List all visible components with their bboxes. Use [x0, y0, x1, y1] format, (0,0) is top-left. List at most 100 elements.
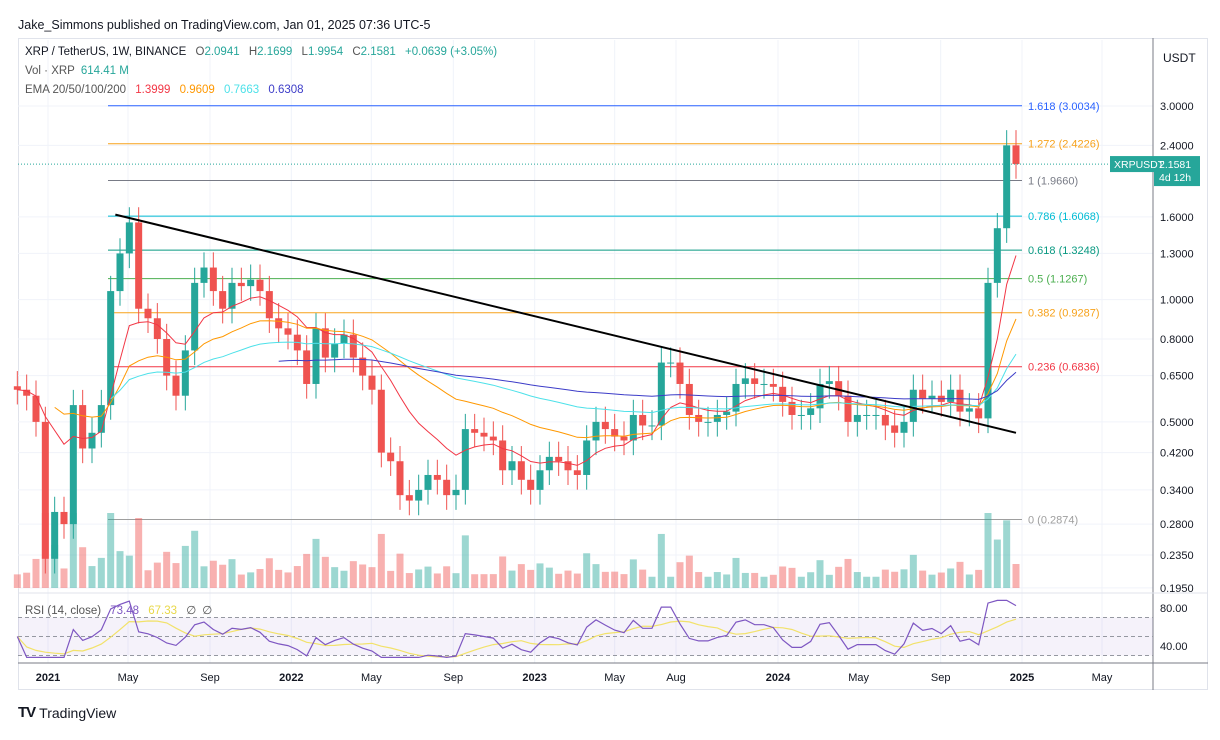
- candle-body: [359, 357, 367, 376]
- time-tick: 2024: [766, 672, 791, 684]
- volume-bar: [956, 561, 964, 588]
- candle-body: [583, 440, 591, 475]
- candle-body: [125, 222, 133, 254]
- candle-body: [844, 395, 852, 422]
- volume-bar: [396, 553, 404, 588]
- candle-body: [611, 429, 619, 437]
- volume-bar: [79, 547, 87, 588]
- volume-bar: [825, 574, 833, 588]
- volume-bar: [452, 573, 460, 588]
- time-tick: 2023: [522, 672, 546, 684]
- candle-body: [695, 414, 703, 422]
- volume-bar: [163, 551, 171, 588]
- price-tick: 1.6000: [1160, 212, 1194, 224]
- volume-bar: [863, 576, 871, 588]
- volume-bar: [23, 572, 31, 588]
- candle-body: [573, 470, 581, 475]
- candle-body: [471, 429, 479, 433]
- candle-body: [349, 334, 357, 358]
- rsi-ma-value: 67.33: [148, 605, 178, 617]
- fib-level-label: 0.382 (0.9287): [1028, 308, 1100, 320]
- time-tick: 2021: [36, 672, 60, 684]
- candle-body: [564, 461, 572, 471]
- symbol-title: XRP / TetherUS, 1W, BINANCE: [25, 46, 187, 58]
- volume-bar: [284, 572, 292, 588]
- volume-bar: [443, 566, 451, 588]
- volume-value: 614.41 M: [80, 65, 129, 77]
- candle-body: [760, 383, 768, 385]
- time-tick: Sep: [444, 672, 464, 684]
- volume-bar: [275, 569, 283, 588]
- volume-bar: [601, 571, 609, 588]
- candle-body: [387, 452, 395, 462]
- candle-body: [555, 456, 563, 462]
- volume-bar: [377, 533, 385, 588]
- symbol-legend: XRP / TetherUS, 1W, BINANCE O2.0941 H2.1…: [25, 46, 498, 58]
- volume-bar: [695, 572, 703, 588]
- tv-logo-icon: TV: [18, 704, 36, 721]
- volume-bar: [13, 574, 21, 588]
- volume-bar: [41, 513, 49, 588]
- fib-level-label: 1 (1.9660): [1028, 176, 1078, 188]
- volume-bar: [975, 569, 983, 588]
- volume-bar: [872, 576, 880, 588]
- price-tick: 0.6500: [1160, 371, 1194, 383]
- candle-body: [872, 414, 880, 416]
- candle-body: [247, 279, 255, 287]
- price-tick: 0.2800: [1160, 519, 1194, 531]
- price-tick: 1.0000: [1160, 295, 1194, 307]
- close-value: 2.1581: [360, 46, 396, 58]
- publisher-line: Jake_Simmons published on TradingView.co…: [18, 18, 431, 32]
- candle-body: [340, 334, 348, 344]
- volume-bar: [340, 570, 348, 588]
- fib-level-label: 1.618 (3.0034): [1028, 101, 1100, 113]
- candle-body: [741, 378, 749, 384]
- candle-body: [172, 375, 180, 396]
- candle-body: [377, 389, 385, 453]
- volume-bar: [135, 518, 143, 588]
- volume-bar: [499, 556, 507, 588]
- volume-bar: [816, 560, 824, 588]
- volume-bar: [685, 555, 693, 588]
- volume-bar: [620, 574, 628, 588]
- candle-body: [1012, 145, 1020, 165]
- candle-body: [331, 343, 339, 358]
- candle-body: [69, 405, 77, 525]
- candle-body: [956, 389, 964, 412]
- candle-body: [984, 282, 992, 419]
- candle-body: [891, 425, 899, 433]
- volume-bar: [844, 558, 852, 588]
- time-tick: May: [118, 672, 139, 684]
- price-tick: 0.2350: [1160, 550, 1194, 562]
- currency-unit: USDT: [1163, 51, 1196, 65]
- time-tick: Aug: [666, 672, 686, 684]
- volume-bar: [937, 572, 945, 588]
- rsi-tick: 80.00: [1160, 603, 1188, 615]
- candle-body: [751, 378, 759, 384]
- volume-bar: [723, 574, 731, 588]
- time-tick: Sep: [200, 672, 220, 684]
- fib-level-label: 1.272 (2.4226): [1028, 139, 1100, 151]
- candle-body: [415, 489, 423, 501]
- time-tick: May: [604, 672, 625, 684]
- volume-bar: [732, 557, 740, 588]
- candle-body: [732, 383, 740, 412]
- candle-body: [219, 291, 227, 309]
- candle-body: [116, 253, 124, 292]
- candle-body: [424, 474, 432, 490]
- volume-bar: [928, 574, 936, 588]
- volume-bar: [536, 563, 544, 588]
- chart-frame: [18, 38, 1208, 690]
- ema200-value: 0.6308: [268, 84, 304, 96]
- volume-bar: [433, 573, 441, 588]
- time-tick: May: [1092, 672, 1113, 684]
- volume-bar: [471, 574, 479, 588]
- ema50-value: 0.9609: [179, 84, 215, 96]
- volume-bar: [993, 539, 1001, 588]
- volume-bar: [648, 576, 656, 588]
- candle-body: [788, 401, 796, 415]
- volume-bar: [713, 572, 721, 588]
- volume-bar: [751, 572, 759, 588]
- candle-body: [900, 421, 908, 433]
